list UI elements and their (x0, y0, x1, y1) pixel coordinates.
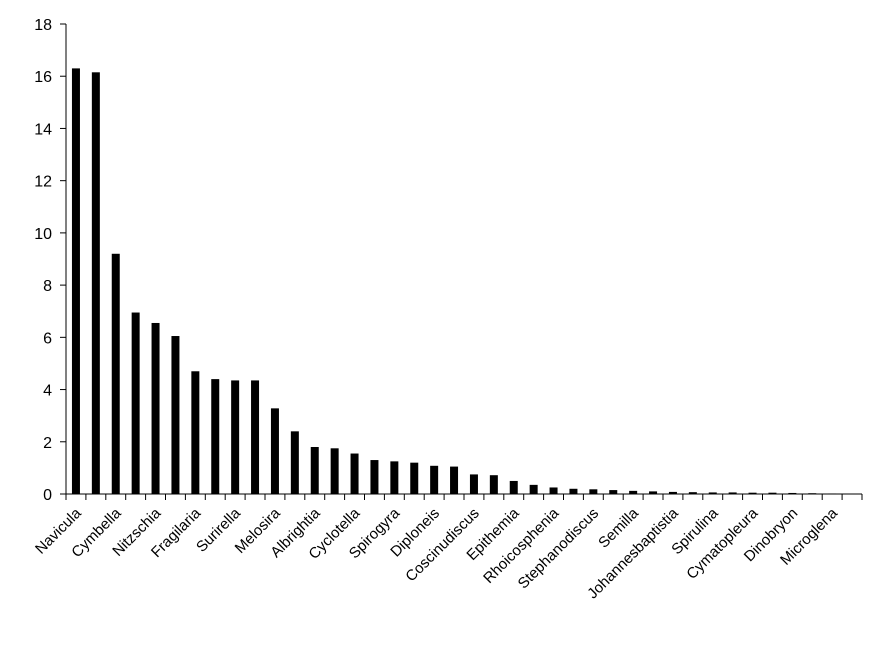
bar (728, 492, 737, 494)
bar (71, 68, 80, 494)
bar (589, 489, 598, 494)
bar (151, 322, 160, 494)
y-tick-label: 16 (34, 69, 52, 86)
y-axis: 0 2 4 6 8 10 12 14 16 18 (34, 17, 67, 504)
bar (768, 492, 777, 494)
bar (310, 447, 319, 494)
y-tick-label: 4 (43, 383, 52, 400)
bar (609, 490, 618, 494)
bar (430, 465, 439, 494)
bar (231, 380, 240, 494)
bar (111, 253, 120, 494)
bar (788, 492, 797, 494)
bar (629, 490, 638, 494)
bar (529, 484, 538, 494)
bar (569, 488, 578, 494)
bar (708, 492, 717, 494)
y-tick-label: 6 (43, 330, 52, 347)
bar (450, 466, 459, 494)
bar (251, 380, 260, 494)
y-tick-label: 0 (43, 487, 52, 504)
bar (270, 408, 279, 494)
bar (171, 336, 180, 494)
bars (71, 68, 857, 495)
y-tick-label: 8 (43, 278, 52, 295)
bar (390, 461, 399, 494)
y-tick-label: 12 (34, 174, 52, 191)
bar (668, 491, 677, 494)
bar (410, 462, 419, 494)
y-tick-label: 10 (34, 226, 52, 243)
bar (91, 72, 100, 495)
bar (191, 371, 200, 494)
bar (748, 492, 757, 494)
y-tick-label: 14 (34, 121, 52, 138)
y-tick-label: 2 (43, 435, 52, 452)
bar (370, 460, 379, 494)
bar (688, 492, 697, 494)
y-tick-label: 18 (34, 17, 52, 34)
bar (131, 312, 140, 494)
bar (489, 475, 498, 494)
bar (649, 491, 658, 494)
bar (509, 480, 518, 494)
bar (211, 379, 220, 494)
bar (350, 453, 359, 494)
x-axis: NaviculaCymbellaNitzschiaFragilariaSurir… (32, 493, 863, 602)
bar (469, 474, 478, 494)
bar (290, 431, 299, 494)
bar (330, 448, 339, 494)
bar (549, 487, 558, 494)
